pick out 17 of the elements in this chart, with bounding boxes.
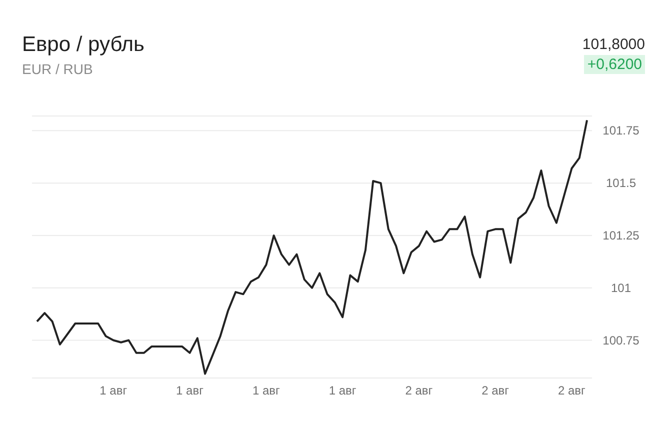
x-tick-label: 1 авг xyxy=(176,384,204,398)
y-tick-label: 101 xyxy=(610,280,632,295)
chart-subtitle: EUR / RUB xyxy=(22,61,93,77)
x-tick-label: 1 авг xyxy=(328,384,357,398)
x-tick-label: 2 авг xyxy=(482,384,510,398)
x-tick-label: 1 авг xyxy=(252,384,281,398)
y-tick-label: 101.25 xyxy=(602,228,640,242)
line-series xyxy=(36,119,588,375)
x-tick-label: 1 авг xyxy=(100,384,128,398)
chart-title: Евро / рубль xyxy=(22,33,144,57)
y-tick-label: 101.5 xyxy=(606,176,636,190)
y-tick-label: 101.75 xyxy=(602,124,640,138)
y-tick-label: 100.75 xyxy=(602,333,640,348)
x-tick-label: 2 авг xyxy=(558,384,586,398)
text: 101,8000 xyxy=(582,36,645,53)
x-tick-label: 2 авг xyxy=(405,384,434,398)
text: +0,6200 xyxy=(584,55,645,74)
